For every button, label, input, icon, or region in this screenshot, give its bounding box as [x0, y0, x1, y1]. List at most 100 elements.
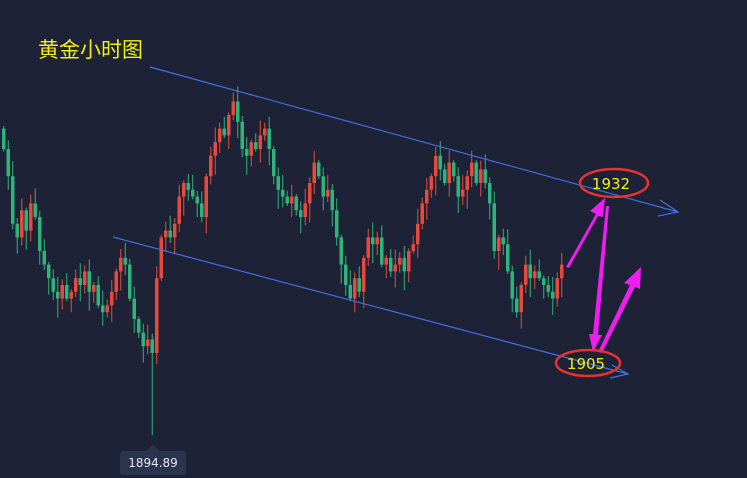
candle-body	[123, 257, 127, 265]
arrow-up-from-1905	[598, 267, 641, 353]
candle-body	[479, 169, 483, 183]
candle-body	[443, 169, 447, 183]
candle-body	[20, 210, 24, 238]
candle-body	[51, 278, 55, 292]
candle-body	[101, 305, 105, 313]
candle	[20, 198, 24, 246]
candle	[128, 258, 132, 302]
candle	[411, 235, 415, 254]
candle	[155, 266, 159, 364]
candle	[299, 201, 303, 234]
candle	[546, 276, 550, 298]
candle-body	[510, 271, 514, 299]
candle-body	[452, 162, 456, 177]
candle-body	[474, 162, 478, 183]
candle-body	[83, 271, 87, 285]
candle	[303, 188, 307, 226]
candle	[533, 265, 537, 290]
candle	[560, 252, 564, 298]
candle	[515, 286, 519, 318]
candle	[195, 190, 199, 217]
candle	[227, 112, 231, 149]
candle-body	[326, 189, 330, 197]
candle	[114, 268, 118, 300]
candle	[38, 211, 42, 265]
candle-body	[501, 237, 505, 245]
candle-body	[438, 155, 442, 170]
candle	[335, 198, 339, 246]
candle-body	[533, 271, 537, 279]
candle-body	[537, 271, 541, 279]
candle	[393, 249, 397, 288]
target-label: 1932	[592, 175, 630, 193]
candle-body	[366, 237, 370, 258]
candle	[267, 116, 271, 166]
candle	[272, 146, 276, 185]
candle-body	[110, 291, 114, 306]
candle	[231, 92, 235, 121]
candle	[326, 174, 330, 203]
candle-body	[231, 101, 235, 115]
candle	[258, 120, 262, 163]
candle-body	[74, 278, 78, 292]
candle	[123, 242, 127, 276]
candle-body	[528, 264, 532, 279]
candle-body	[137, 319, 141, 333]
candle-body	[213, 142, 217, 156]
candle-body	[15, 223, 19, 238]
candle-body	[24, 210, 28, 231]
candle	[204, 173, 208, 234]
target-1932: 1932	[578, 167, 650, 199]
candle	[281, 174, 285, 208]
candle	[276, 167, 280, 209]
candle	[92, 282, 96, 303]
candle	[429, 173, 433, 198]
arrow-up-to-1932	[566, 198, 605, 268]
candle	[209, 146, 213, 185]
candle-body	[182, 183, 186, 197]
candle	[51, 269, 55, 300]
candle-body	[6, 149, 10, 177]
candle-body	[294, 196, 298, 211]
candle-body	[42, 251, 46, 265]
candle-body	[218, 128, 222, 143]
candle	[29, 194, 33, 242]
candle-body	[245, 149, 249, 156]
candle	[290, 184, 294, 217]
arrow-down-to-1905	[589, 206, 609, 352]
candle-body	[546, 285, 550, 292]
candle	[150, 333, 154, 436]
candle	[191, 174, 195, 200]
candle-body	[254, 142, 258, 149]
candle-body	[276, 176, 280, 190]
candle-body	[461, 189, 465, 197]
candle	[119, 248, 123, 291]
candle	[510, 265, 514, 313]
candle-body	[146, 339, 150, 347]
candle	[389, 248, 393, 277]
candle	[11, 161, 15, 230]
candle-body	[191, 189, 195, 197]
candle	[348, 270, 352, 302]
candle-body	[542, 278, 546, 285]
candle	[362, 255, 366, 309]
candle-body	[290, 196, 294, 204]
candle	[420, 197, 424, 230]
candle	[105, 299, 109, 318]
candle-body	[272, 149, 276, 177]
candle-body	[200, 203, 204, 217]
candle	[141, 323, 145, 363]
candle-body	[456, 176, 460, 197]
candle-body	[11, 176, 15, 224]
candle-body	[96, 285, 100, 306]
candle-body	[560, 264, 564, 279]
candle-body	[236, 101, 240, 122]
candle-body	[150, 339, 154, 353]
candle	[254, 133, 258, 152]
candle-body	[317, 162, 321, 177]
candle	[173, 218, 177, 254]
candle-body	[92, 285, 96, 292]
candle-body	[519, 285, 523, 313]
candle	[245, 137, 249, 175]
candle	[402, 245, 406, 291]
